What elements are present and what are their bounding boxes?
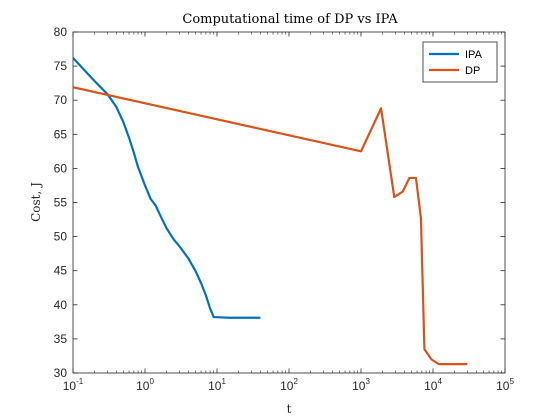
legend: IPA DP — [422, 41, 498, 83]
ticks-layer: 10-1 100 101 102 103 104 105303540455055606570… — [54, 25, 515, 393]
y-tick-label: 45 — [54, 264, 68, 278]
x-tick-label-exponent: 3 — [365, 377, 370, 386]
y-tick-label: 70 — [54, 93, 68, 107]
y-tick-label: 55 — [54, 196, 68, 210]
x-tick-label-exponent: -1 — [76, 377, 84, 386]
x-tick-label-base: 10 — [424, 379, 438, 393]
x-tick-label: 100 — [136, 377, 154, 393]
x-tick-label-exponent: 1 — [221, 377, 226, 386]
plot-area — [72, 31, 506, 374]
y-tick-label: 80 — [54, 25, 68, 39]
x-tick-label-base: 10 — [136, 379, 150, 393]
x-tick-label-exponent: 0 — [149, 377, 154, 386]
legend-label-dp: DP — [465, 65, 480, 77]
y-tick-label: 35 — [54, 332, 68, 346]
x-tick-label-exponent: 5 — [509, 377, 514, 386]
y-tick-label: 50 — [54, 230, 68, 244]
x-tick-label-base: 10 — [496, 379, 510, 393]
x-tick-label-exponent: 2 — [293, 377, 298, 386]
chart-title: Computational time of DP vs IPA — [182, 12, 398, 27]
x-tick-label-base: 10 — [63, 379, 77, 393]
series-line-ipa — [73, 57, 261, 319]
y-tick-label: 60 — [54, 161, 68, 175]
legend-label-ipa: IPA — [465, 49, 483, 61]
x-tick-label: 104 — [424, 377, 442, 393]
x-tick-label-exponent: 4 — [437, 377, 442, 386]
y-tick-label: 65 — [54, 127, 68, 141]
x-tick-label: 103 — [352, 377, 370, 393]
series-line-dp — [73, 86, 468, 366]
y-tick-label: 40 — [54, 298, 68, 312]
x-tick-label-base: 10 — [208, 379, 222, 393]
x-tick-label: 101 — [208, 377, 226, 393]
series-layer — [73, 57, 468, 366]
x-tick-label: 102 — [280, 377, 298, 393]
y-tick-label: 75 — [54, 59, 68, 73]
y-tick-label: 30 — [54, 366, 68, 380]
x-tick-label-base: 10 — [280, 379, 294, 393]
x-tick-label-base: 10 — [352, 379, 366, 393]
x-axis-label: t — [287, 402, 292, 416]
y-axis-label: Cost, J — [29, 182, 43, 222]
x-tick-label: 10-1 — [63, 377, 84, 393]
legend-box — [422, 41, 498, 83]
x-tick-label: 105 — [496, 377, 514, 393]
